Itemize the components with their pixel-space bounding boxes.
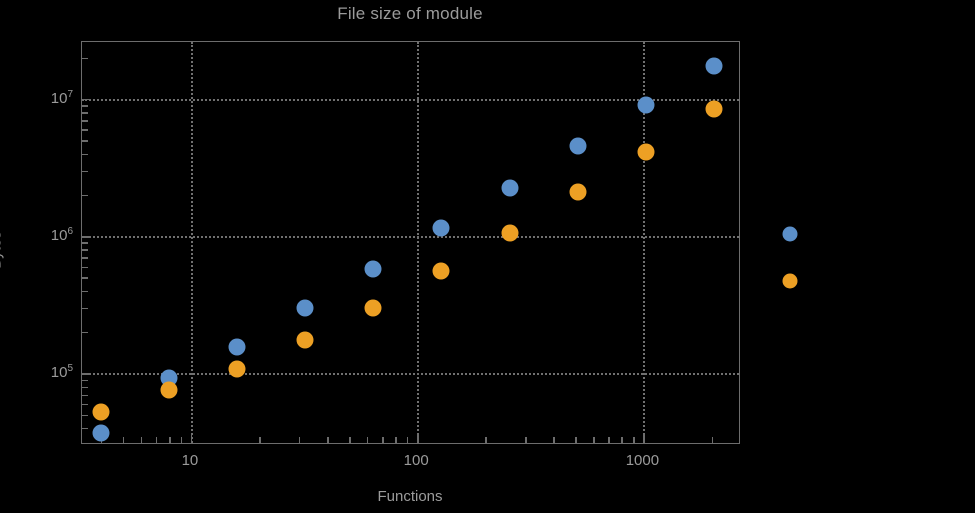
tick-x-minor xyxy=(169,437,171,443)
tick-x-minor xyxy=(122,437,125,443)
tick-y-minor xyxy=(82,427,88,430)
tick-x-minor xyxy=(608,437,610,443)
data-point xyxy=(569,183,587,201)
data-point xyxy=(569,137,587,155)
tick-x-minor xyxy=(575,437,577,443)
data-point xyxy=(501,179,519,197)
data-point xyxy=(705,100,723,118)
tick-y-minor xyxy=(82,242,88,244)
tick-y-major xyxy=(82,236,91,238)
y-tick-label: 106 xyxy=(50,226,73,245)
tick-x-minor xyxy=(525,437,527,443)
gridline-x xyxy=(417,42,420,443)
x-tick-label: 1000 xyxy=(625,452,660,469)
tick-x-minor xyxy=(140,437,143,443)
tick-x-minor xyxy=(621,437,623,443)
plot-frame xyxy=(81,41,740,444)
data-point xyxy=(637,96,655,114)
tick-x-minor xyxy=(349,437,351,443)
tick-x-major xyxy=(190,434,193,443)
legend-swatch xyxy=(782,226,798,242)
data-point xyxy=(501,224,519,242)
data-point xyxy=(228,360,246,378)
data-point xyxy=(92,403,110,421)
tick-y-minor xyxy=(82,194,88,197)
data-point xyxy=(705,57,723,75)
data-point xyxy=(432,262,450,280)
legend-swatch xyxy=(782,273,798,289)
tick-y-minor xyxy=(82,307,88,310)
tick-x-minor xyxy=(406,437,409,443)
data-point xyxy=(364,260,382,278)
tick-x-minor xyxy=(485,437,487,443)
tick-y-minor xyxy=(82,129,88,131)
data-point xyxy=(432,219,450,237)
tick-y-minor xyxy=(82,140,88,142)
tick-x-minor xyxy=(593,437,595,443)
chart-title: File size of module xyxy=(337,4,483,23)
tick-y-minor xyxy=(82,277,88,279)
gridline-x xyxy=(643,42,646,443)
gridline-y xyxy=(82,236,739,239)
gridline-y xyxy=(82,373,739,376)
tick-x-minor xyxy=(259,437,261,443)
tick-y-minor xyxy=(82,403,88,406)
gridline-x xyxy=(190,42,193,443)
tick-x-minor xyxy=(553,437,555,443)
tick-x-minor xyxy=(155,437,158,443)
x-axis-title: Functions xyxy=(377,488,443,505)
tick-y-minor xyxy=(82,414,88,417)
tick-y-minor xyxy=(82,379,88,382)
tick-x-minor xyxy=(711,437,713,443)
gridline-y xyxy=(82,98,739,101)
data-point xyxy=(637,143,655,161)
x-tick-label: 10 xyxy=(181,452,199,469)
tick-y-minor xyxy=(82,153,88,155)
data-point xyxy=(296,299,314,317)
tick-y-minor xyxy=(82,386,88,389)
data-point xyxy=(228,338,246,356)
tick-x-major xyxy=(643,434,645,443)
tick-x-minor xyxy=(298,437,301,443)
tick-x-minor xyxy=(327,437,329,443)
tick-x-minor xyxy=(395,437,397,443)
tick-y-minor xyxy=(82,394,88,397)
tick-y-minor xyxy=(82,266,88,269)
tick-x-minor xyxy=(366,437,369,443)
tick-y-major xyxy=(82,98,91,101)
tick-y-minor xyxy=(82,290,88,293)
tick-y-major xyxy=(82,373,91,375)
tick-x-major xyxy=(417,434,419,443)
tick-y-minor xyxy=(82,331,88,334)
data-point xyxy=(296,331,314,349)
tick-y-minor xyxy=(82,105,88,107)
tick-x-minor xyxy=(180,437,183,443)
tick-x-minor xyxy=(382,437,384,443)
tick-y-minor xyxy=(82,57,88,60)
tick-x-minor xyxy=(633,437,635,443)
y-tick-label: 107 xyxy=(50,88,73,107)
x-tick-label: 100 xyxy=(403,452,429,469)
tick-y-minor xyxy=(82,112,88,114)
tick-y-minor xyxy=(82,249,88,251)
data-point xyxy=(160,381,178,399)
tick-y-minor xyxy=(82,257,88,259)
y-tick-label: 105 xyxy=(50,363,73,382)
tick-y-minor xyxy=(82,120,88,122)
data-point xyxy=(92,424,110,441)
tick-y-minor xyxy=(82,170,88,173)
data-point xyxy=(364,299,382,317)
